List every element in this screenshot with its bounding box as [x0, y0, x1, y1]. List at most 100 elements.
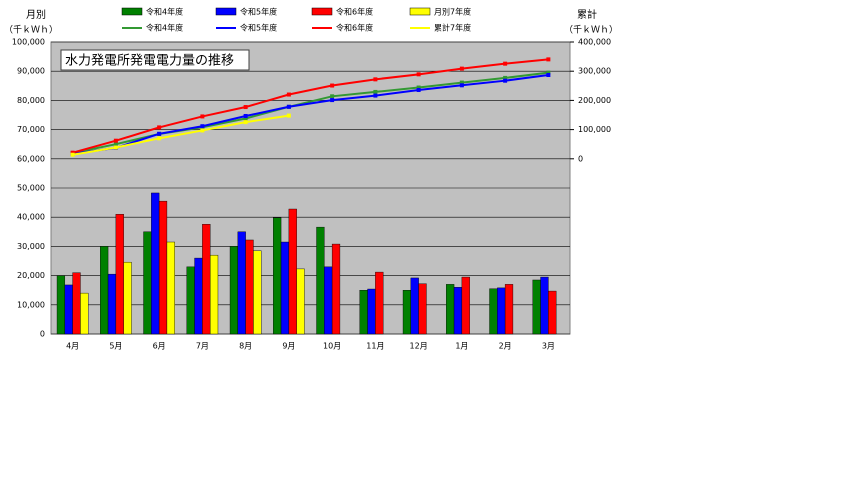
bar: [186, 266, 195, 335]
line-marker: [113, 145, 118, 150]
line-marker: [416, 87, 421, 92]
line-marker: [243, 105, 248, 110]
y-tick-label: 90,000: [17, 67, 45, 76]
legend-label: 令和6年度: [336, 23, 373, 33]
legend-label: 令和4年度: [146, 23, 183, 33]
legend-label: 令和4年度: [146, 7, 183, 17]
y-tick-label: 70,000: [17, 125, 45, 134]
x-tick-label: 5月: [109, 342, 122, 351]
bar: [446, 284, 455, 335]
bar: [115, 214, 124, 335]
y2-tick-label: 0: [578, 154, 583, 163]
line-marker: [70, 150, 75, 155]
line-marker: [330, 83, 335, 88]
legend-label: 令和5年度: [240, 23, 277, 33]
y-tick-label: 0: [40, 330, 45, 339]
line-marker: [546, 70, 551, 75]
line-marker: [243, 113, 248, 118]
line-marker: [503, 75, 508, 80]
y2-tick-label: 400,000: [578, 38, 611, 47]
x-tick-label: 1月: [455, 342, 468, 351]
bar: [367, 288, 376, 335]
line-marker: [459, 80, 464, 85]
y2-axis-unit: （千ｋＷｈ）: [564, 25, 618, 36]
bar: [532, 279, 541, 335]
bar: [158, 200, 168, 335]
bar: [194, 257, 203, 335]
bar: [237, 231, 246, 335]
line-marker: [157, 125, 162, 130]
line-marker: [373, 77, 378, 82]
line-marker: [243, 120, 248, 125]
bar: [151, 192, 160, 335]
bar: [245, 239, 254, 335]
legend-label: 令和5年度: [240, 7, 277, 17]
legend-label: 令和6年度: [336, 7, 373, 17]
bar: [296, 268, 305, 335]
y2-tick-label: 100,000: [578, 125, 611, 134]
line-marker: [286, 104, 291, 109]
bar: [166, 241, 175, 335]
bar: [288, 208, 297, 335]
y-tick-label: 60,000: [17, 154, 45, 163]
line-marker: [416, 72, 421, 77]
line-marker: [330, 94, 335, 99]
line: [72, 74, 549, 155]
bar: [64, 284, 73, 335]
bar: [548, 290, 557, 335]
y-tick-label: 80,000: [17, 96, 45, 105]
bar: [324, 266, 333, 335]
bar: [253, 250, 262, 335]
line-marker: [416, 85, 421, 90]
y2-tick-label: 300,000: [578, 67, 611, 76]
bar: [273, 217, 282, 335]
legend-swatch: [215, 7, 237, 16]
line-marker: [503, 78, 508, 83]
line-marker: [503, 61, 508, 66]
bar: [540, 276, 549, 335]
title-box: [60, 49, 250, 71]
line-marker: [113, 138, 118, 143]
bar: [229, 246, 239, 335]
line-marker: [157, 136, 162, 141]
x-tick-label: 11月: [366, 342, 384, 351]
legend-swatch: [409, 7, 431, 16]
line-marker: [200, 124, 205, 129]
line-marker: [373, 93, 378, 98]
x-tick-label: 2月: [499, 342, 512, 351]
bar: [123, 261, 132, 335]
bar: [461, 276, 470, 335]
line-marker: [373, 89, 378, 94]
x-tick-label: 8月: [239, 342, 252, 351]
y-axis-unit: （千ｋＷｈ）: [4, 25, 58, 36]
y-tick-label: 40,000: [17, 213, 45, 222]
line-marker: [546, 72, 551, 77]
line-marker: [330, 98, 335, 103]
line-marker: [286, 92, 291, 97]
bar: [56, 275, 66, 335]
line: [72, 58, 549, 154]
y2-tick-label: 200,000: [578, 96, 611, 105]
x-tick-label: 10月: [323, 342, 341, 351]
y-tick-label: 100,000: [12, 38, 45, 47]
y2-axis-title: 累計: [577, 8, 597, 21]
bar: [418, 283, 427, 335]
bar: [410, 277, 419, 335]
bar: [504, 284, 514, 335]
y-tick-label: 10,000: [17, 300, 45, 309]
line-marker: [200, 128, 205, 133]
line-marker: [157, 131, 162, 136]
x-tick-label: 9月: [282, 342, 295, 351]
legend-label: 累計7年度: [434, 23, 471, 33]
bar: [489, 288, 498, 335]
bar: [453, 287, 463, 335]
y-tick-label: 50,000: [17, 184, 45, 193]
bar: [72, 272, 81, 335]
bar: [143, 231, 152, 335]
bar: [331, 243, 341, 335]
y-axis-title: 月別: [26, 9, 46, 21]
bar: [375, 271, 384, 335]
bar: [100, 246, 109, 335]
line: [72, 114, 290, 156]
